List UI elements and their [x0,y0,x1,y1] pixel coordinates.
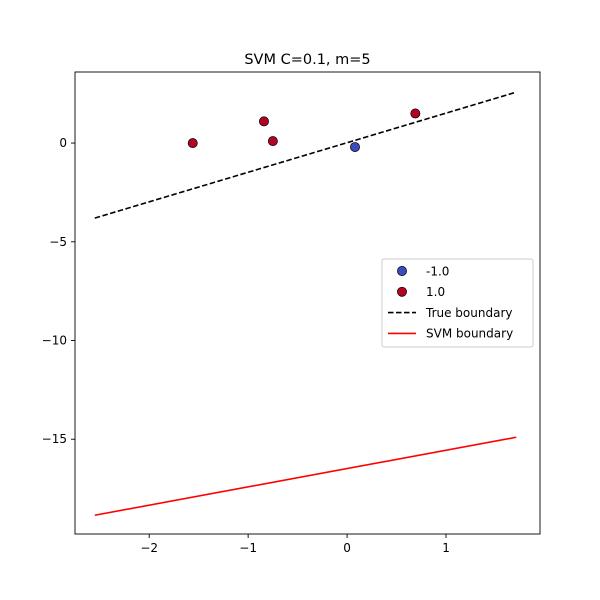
data-point-class-10-0 [187,138,198,149]
data-point-class-10-1 [259,116,269,127]
y-tick-label-0: 0 [59,136,67,150]
x-tick-label-3: 1 [442,541,450,555]
plot-content [94,91,517,517]
axes: −2 −1 0 10−5−10−15 [42,71,541,555]
legend-label-3: SVM boundary [426,327,513,341]
legend: -1.0 1.0 True boundary SVM boundary [381,258,534,348]
legend-box [381,258,534,348]
chart-title: SVM C=0.1, m=5 [244,52,370,68]
true-boundary-line [94,91,515,219]
svm-boundary-line [94,436,517,517]
x-tick-label-1: −1 [239,541,257,555]
x-tick-label-2: 0 [343,541,351,555]
y-tick-label-1: −5 [49,235,67,249]
y-tick-label-3: −15 [42,432,67,446]
data-point-class-10-2 [267,136,278,147]
legend-marker-0 [397,266,407,276]
legend-label-1: 1.0 [426,285,445,299]
legend-marker-1 [397,286,407,297]
legend-label-2: True boundary [425,306,512,320]
legend-label-0: -1.0 [426,264,449,278]
data-point-class-10-3 [410,108,421,119]
x-tick-label-0: −2 [140,541,158,555]
plot-area [94,91,517,517]
y-tick-label-2: −10 [42,334,67,348]
axes-frame [74,71,541,535]
data-point-class-10-0 [350,142,360,152]
